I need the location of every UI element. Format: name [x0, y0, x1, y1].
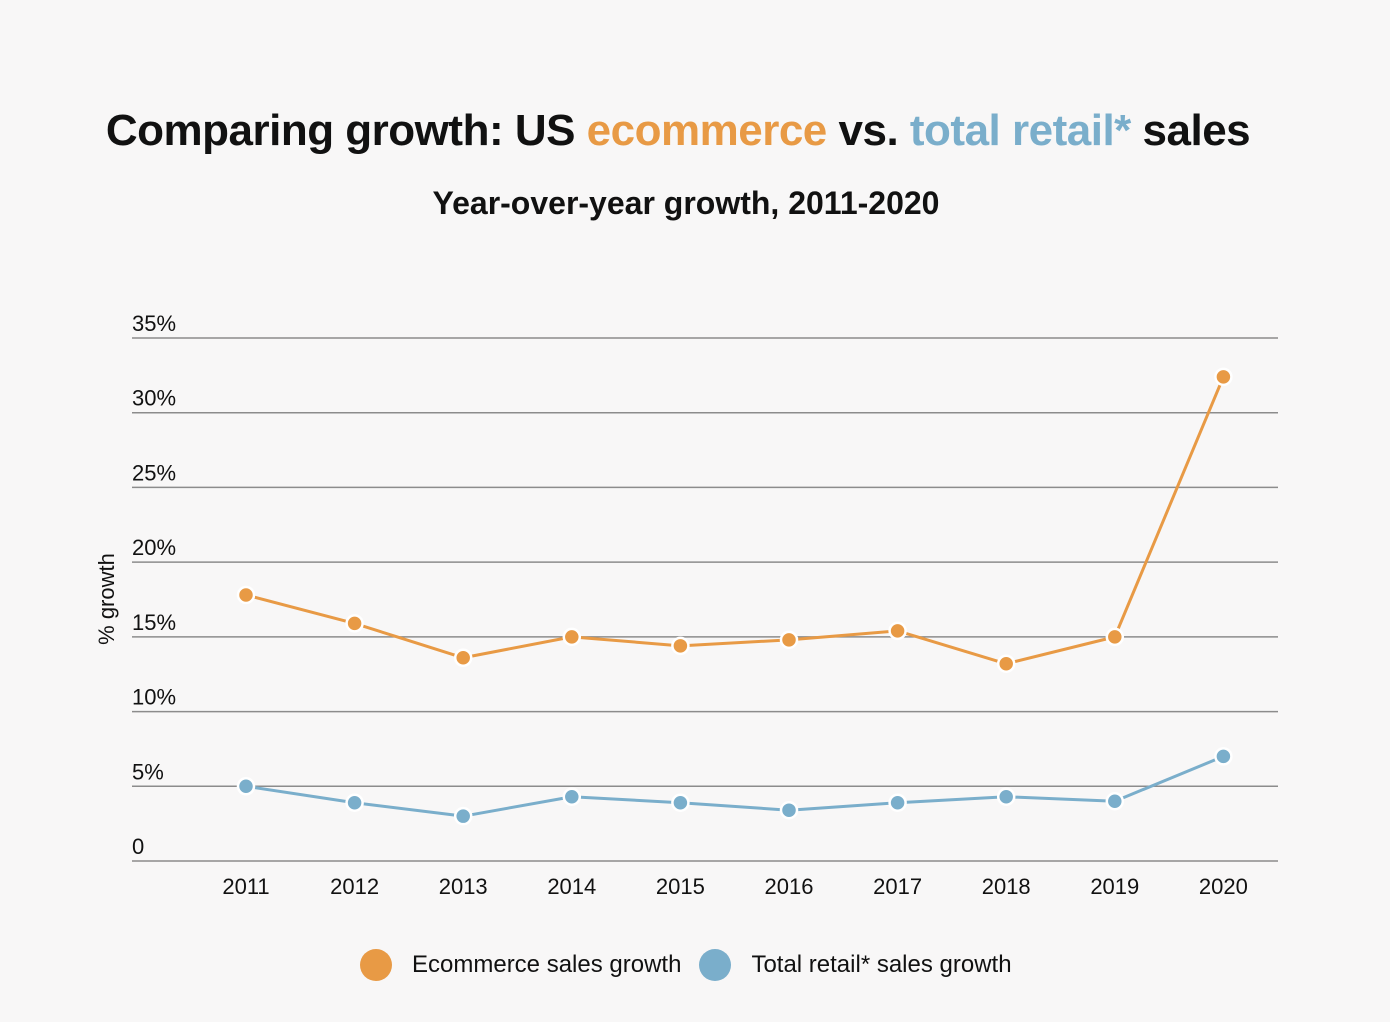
title-part-1: Comparing growth: US — [105, 106, 587, 155]
x-tick-label-2012: 2012 — [330, 874, 379, 899]
x-tick-label-2020: 2020 — [1199, 874, 1248, 899]
y-tick-label-20: 20% — [132, 535, 176, 560]
legend-retail-label: Total retail* sales growth — [751, 951, 1012, 978]
chart-subtitle: Year-over-year growth, 2011-2020 — [432, 185, 940, 221]
data-point-retail-2013 — [453, 806, 473, 826]
legend-retail-swatch — [699, 949, 732, 981]
x-tick-label-2013: 2013 — [439, 874, 488, 899]
data-point-retail-2018 — [996, 787, 1016, 806]
x-tick-label-2014: 2014 — [547, 874, 596, 899]
data-point-ecommerce-2017 — [888, 621, 907, 641]
y-tick-label-15: 15% — [132, 610, 176, 635]
data-point-ecommerce-2019 — [1105, 627, 1125, 647]
legend-ecommerce-swatch — [360, 949, 392, 981]
title-part-2: vs. — [826, 106, 910, 155]
data-point-ecommerce-2014 — [562, 627, 582, 647]
data-point-retail-2012 — [345, 793, 364, 812]
title-part-3: sales — [1130, 106, 1251, 155]
title-ecommerce-highlight: ecommerce — [586, 106, 828, 155]
data-point-retail-2020 — [1214, 747, 1233, 766]
data-point-ecommerce-2018 — [996, 654, 1016, 674]
data-point-retail-2017 — [888, 793, 907, 812]
data-point-retail-2011 — [236, 777, 256, 796]
chart-legend: Ecommerce sales growth Total retail* sal… — [360, 946, 1030, 984]
series-line-retail — [244, 754, 1225, 818]
x-tick-label-2015: 2015 — [656, 874, 705, 899]
y-tick-label-25: 25% — [132, 460, 176, 485]
x-tick-label-2019: 2019 — [1090, 874, 1139, 899]
data-point-ecommerce-2013 — [453, 648, 473, 668]
legend-ecommerce-label: Ecommerce sales growth — [412, 951, 682, 978]
y-tick-label-0: 0 — [132, 834, 144, 859]
data-point-ecommerce-2020 — [1214, 367, 1233, 387]
chart-title: Comparing growth: US ecommerce vs. total… — [0, 106, 1356, 156]
x-tick-label-2018: 2018 — [982, 874, 1031, 899]
series-line-ecommerce — [244, 375, 1225, 666]
data-point-ecommerce-2012 — [345, 614, 364, 633]
data-point-retail-2016 — [779, 800, 799, 820]
data-point-retail-2019 — [1105, 791, 1125, 811]
data-point-retail-2014 — [562, 787, 582, 806]
x-tick-label-2016: 2016 — [765, 874, 814, 899]
y-axis-title: % growth — [94, 553, 119, 645]
data-point-ecommerce-2016 — [779, 630, 799, 650]
y-tick-label-30: 30% — [132, 386, 176, 411]
x-tick-label-2011: 2011 — [222, 874, 269, 899]
y-tick-label-10: 10% — [132, 685, 176, 710]
y-tick-label-35: 35% — [132, 311, 176, 336]
legend-item-retail: Total retail* sales growth — [699, 949, 1012, 981]
legend-item-ecommerce: Ecommerce sales growth — [360, 949, 681, 981]
x-tick-label-2017: 2017 — [873, 874, 922, 899]
title-retail-highlight: total retail* — [909, 106, 1131, 155]
data-point-retail-2015 — [671, 793, 690, 812]
y-tick-label-5: 5% — [132, 759, 164, 784]
data-point-ecommerce-2011 — [236, 585, 256, 605]
data-point-ecommerce-2015 — [671, 636, 690, 656]
